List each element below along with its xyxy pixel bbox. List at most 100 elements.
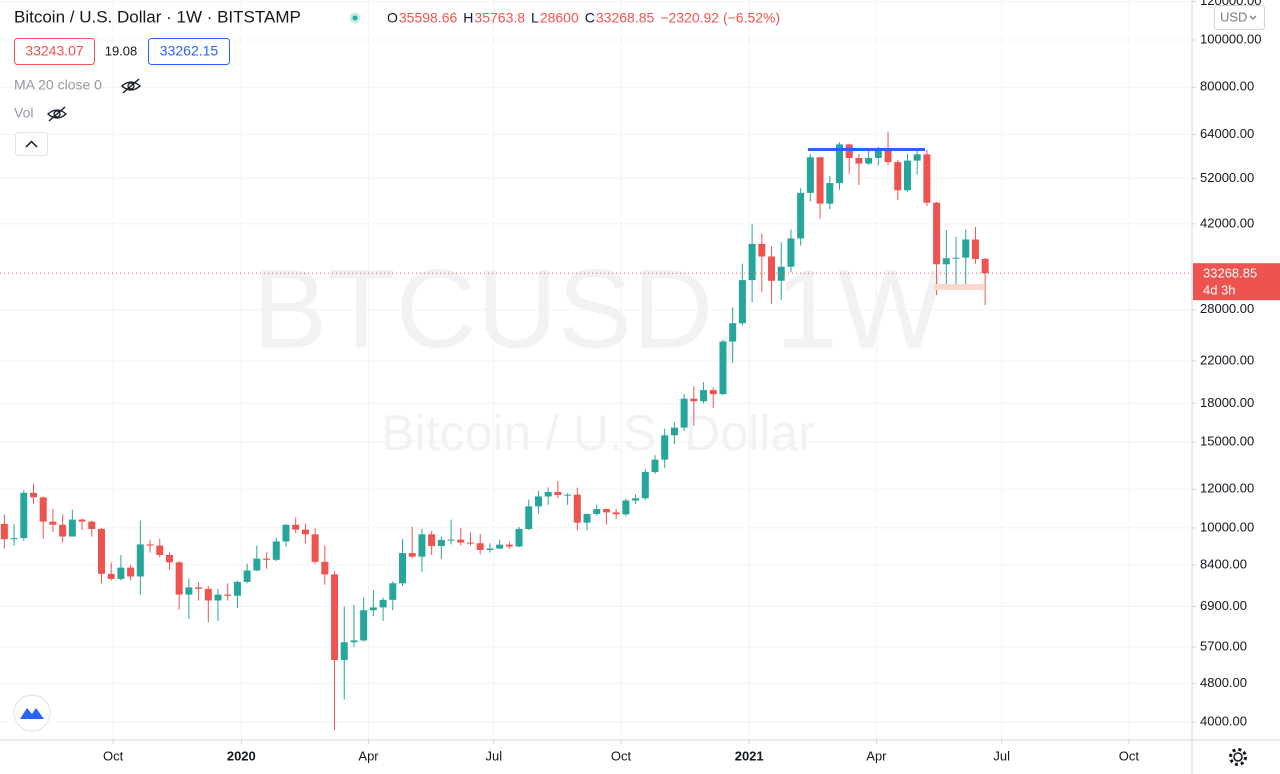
chevron-icon — [25, 140, 38, 148]
symbol-title[interactable]: Bitcoin / U.S. Dollar · 1W · BITSTAMP — [14, 7, 301, 26]
candle-body — [777, 266, 785, 281]
market-status — [349, 12, 361, 24]
candle-body — [214, 594, 222, 601]
y-tick-label: 18000.00 — [1200, 395, 1254, 410]
y-tick-label: 120000.00 — [1200, 0, 1261, 8]
ohlc-value: 28600 — [540, 10, 579, 26]
x-tick-label: Oct — [1119, 748, 1140, 763]
candle-body — [59, 524, 67, 537]
candle-body — [331, 574, 339, 661]
candle-body — [20, 492, 28, 539]
gear-center — [1233, 752, 1243, 762]
y-tick-label: 5700.00 — [1200, 638, 1247, 653]
candle-body — [272, 541, 280, 560]
collapse-button[interactable] — [15, 132, 48, 156]
candle-body — [952, 257, 960, 259]
ohlc-change: −2320.92 (−6.52%) — [660, 10, 780, 26]
candle-body — [690, 398, 698, 402]
candle-body — [146, 544, 154, 546]
hide-icon[interactable] — [47, 106, 67, 122]
y-tick-label: 52000.00 — [1200, 170, 1254, 185]
last-price-label: 33268.85 — [1203, 266, 1257, 281]
candle-body — [554, 491, 562, 495]
bid-box[interactable] — [14, 38, 95, 65]
ohlc-letter: L — [531, 10, 539, 26]
indicator-vol[interactable]: Vol — [14, 105, 33, 121]
y-tick-label: 100000.00 — [1200, 31, 1261, 46]
candle-body — [204, 588, 212, 601]
pupil — [53, 110, 61, 118]
x-tick-label: Apr — [866, 748, 887, 763]
x-tick-label: 2020 — [227, 748, 256, 763]
candle-body — [127, 567, 135, 577]
watermark-symbol: BTCUSD, 1W — [253, 247, 944, 372]
candle-body — [0, 523, 8, 540]
candle-body — [845, 144, 853, 158]
x-tick-label: 2021 — [735, 748, 764, 763]
indicator-ma[interactable]: MA 20 close 0 — [14, 77, 102, 93]
candle-body — [700, 390, 708, 402]
ohlc-value: 33268.85 — [596, 10, 655, 26]
x-tick-label: Apr — [358, 748, 379, 763]
candle-body — [233, 581, 241, 596]
candle-body — [369, 607, 377, 611]
candle-body — [602, 509, 610, 513]
candle-body — [195, 587, 203, 589]
y-tick-label: 4000.00 — [1200, 713, 1247, 728]
ohlc-letter: C — [585, 10, 595, 26]
candle-body — [855, 157, 863, 164]
candle-body — [680, 398, 688, 428]
candle-body — [49, 521, 57, 525]
candle-body — [593, 509, 601, 514]
candle-body — [10, 538, 18, 540]
rectangle-drawing[interactable] — [934, 284, 984, 290]
candle-body — [175, 562, 183, 595]
y-tick-label: 80000.00 — [1200, 79, 1254, 94]
candle-body — [39, 497, 47, 522]
candle-body — [632, 498, 640, 501]
candle-body — [816, 157, 824, 204]
candle-body — [476, 543, 484, 550]
ohlc-letter: O — [387, 10, 398, 26]
ask-box[interactable] — [148, 38, 230, 65]
candle-body — [486, 548, 494, 550]
candle-body — [661, 435, 669, 460]
candle-body — [670, 427, 678, 436]
candle-body — [903, 160, 911, 191]
settings-icon[interactable] — [1229, 748, 1247, 766]
bid-price: 33243.07 — [25, 43, 84, 59]
candle-body — [185, 587, 193, 595]
candle-body — [923, 154, 931, 203]
candle-body — [564, 494, 572, 496]
candle-body — [583, 513, 591, 523]
candle-body — [573, 494, 581, 523]
axes: 4000.00 4800.00 5700.00 6900.00 8400.00 10000… — [103, 0, 1280, 763]
candle-body — [253, 558, 261, 571]
candle-body — [97, 528, 105, 574]
dropdown-arrow — [1249, 15, 1257, 20]
candle-body — [88, 521, 96, 529]
x-tick-label: Oct — [611, 748, 632, 763]
candle-body — [738, 280, 746, 324]
candle-body — [534, 496, 542, 507]
candle-body — [787, 238, 795, 267]
ohlc-legend: O 35598.66 H 35763.8 L 28600 C 33268.85 −2320.92… — [387, 10, 780, 26]
candle-body — [466, 542, 474, 544]
candle-body — [806, 157, 814, 193]
candle-body — [641, 471, 649, 499]
candle-body — [428, 534, 436, 547]
hide-icon[interactable] — [121, 78, 141, 94]
candle-body — [408, 553, 416, 557]
candle-body — [826, 183, 834, 204]
x-tick-label: Jul — [485, 748, 502, 763]
logo-button[interactable] — [13, 694, 51, 732]
ohlc-letter: H — [463, 10, 473, 26]
currency-dropdown[interactable] — [1214, 5, 1265, 30]
candle-body — [622, 500, 630, 515]
candle-body — [457, 539, 465, 543]
logo — [20, 708, 44, 719]
candle-body — [224, 594, 232, 596]
ohlc-value: 35763.8 — [474, 10, 525, 26]
